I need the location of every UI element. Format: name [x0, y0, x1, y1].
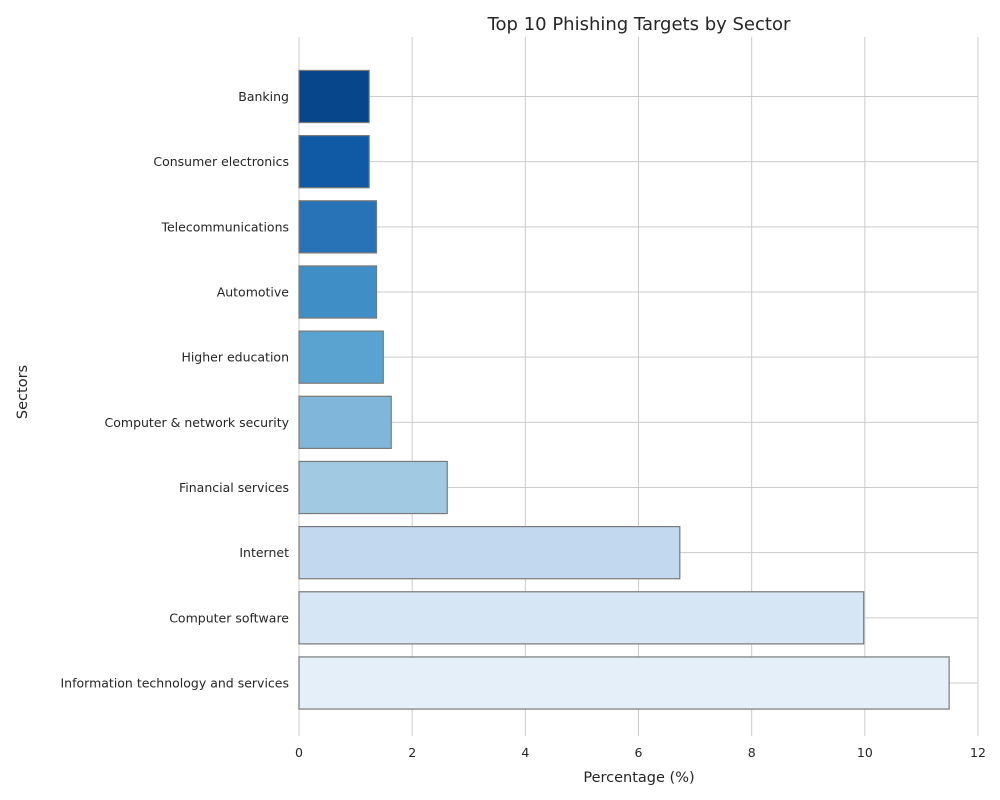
bars — [298, 69, 950, 710]
bar — [298, 330, 384, 384]
x-tick-label: 0 — [295, 745, 303, 760]
bar — [298, 656, 950, 710]
x-tick-labels: 0 2 4 6 8 10 12 — [295, 745, 986, 760]
x-tick-label: 2 — [408, 745, 416, 760]
y-tick-label: Banking — [238, 89, 289, 104]
y-tick-labels: Banking Consumer electronics Telecommunica… — [61, 89, 290, 691]
y-tick-label: Telecommunications — [160, 219, 289, 234]
y-tick-label: Computer software — [169, 610, 289, 625]
bar — [298, 460, 448, 515]
bar — [298, 69, 370, 124]
bar — [298, 525, 681, 580]
x-tick-label: 12 — [970, 745, 986, 760]
bar — [298, 200, 378, 254]
x-axis-label: Percentage (%) — [583, 770, 694, 786]
y-tick-label: Internet — [239, 545, 289, 560]
y-tick-label: Consumer electronics — [153, 154, 289, 169]
y-tick-label: Financial services — [179, 480, 289, 495]
bar — [298, 591, 865, 645]
y-tick-label: Automotive — [217, 285, 290, 300]
bar — [298, 135, 370, 189]
y-tick-label: Information technology and services — [61, 676, 290, 691]
y-tick-label: Higher education — [181, 350, 289, 365]
chart-title: Top 10 Phishing Targets by Sector — [487, 14, 791, 35]
y-axis-label: Sectors — [15, 365, 31, 419]
x-tick-label: 4 — [521, 745, 529, 760]
y-tick-label: Computer & network security — [105, 415, 290, 430]
x-tick-label: 6 — [635, 745, 643, 760]
bar — [298, 395, 392, 449]
bar — [298, 265, 378, 319]
x-tick-label: 10 — [857, 745, 873, 760]
x-tick-label: 8 — [748, 745, 756, 760]
